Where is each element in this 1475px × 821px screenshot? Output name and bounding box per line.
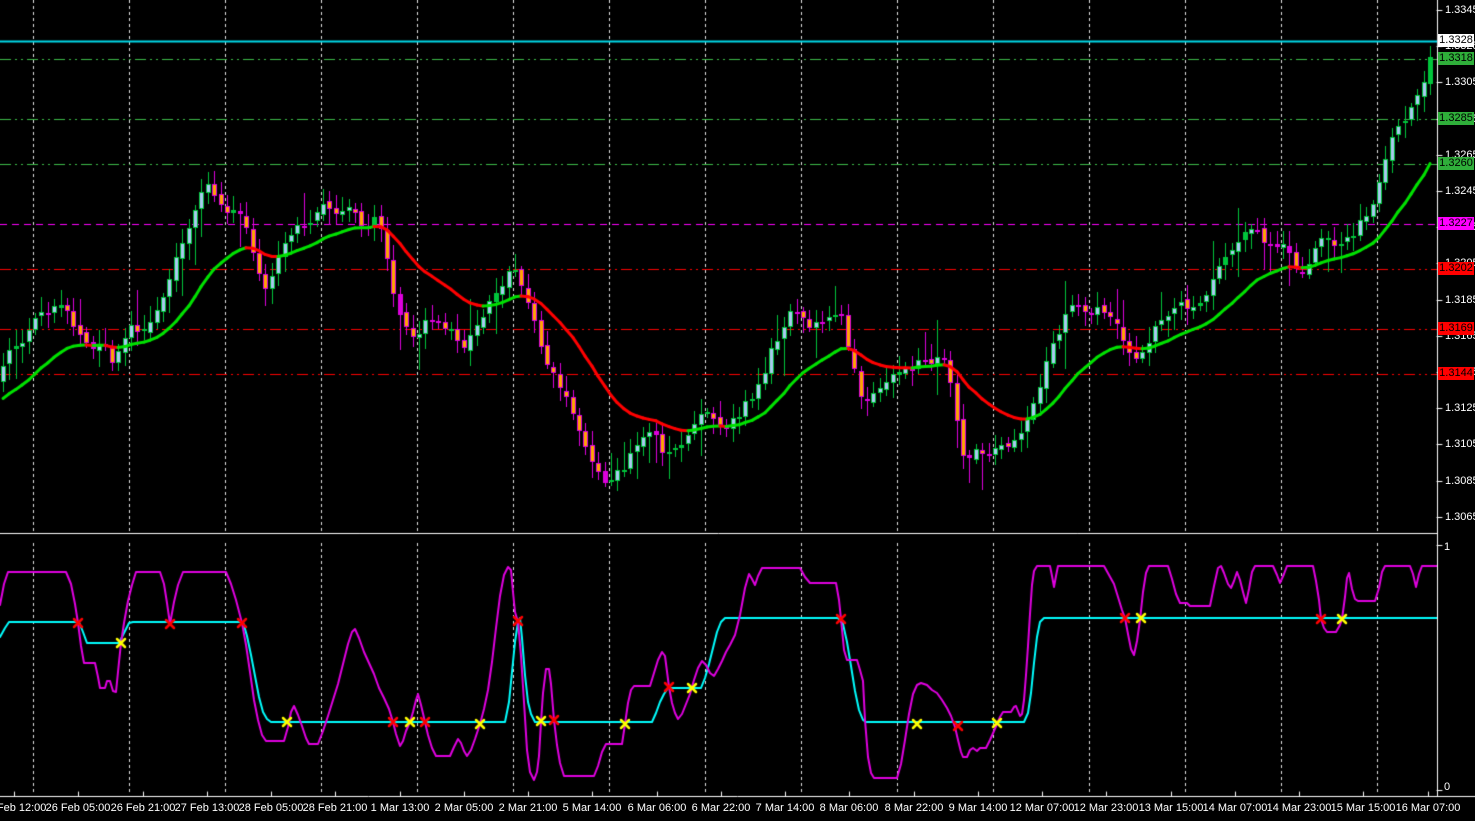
price-tick-label: 1.3105: [1445, 438, 1475, 450]
time-axis-label: 6 Mar 22:00: [691, 802, 751, 814]
time-axis-label: 2 Mar 21:00: [498, 802, 558, 814]
indicator-scale-min: 0: [1444, 781, 1451, 793]
price-tick-label: 1.3185: [1445, 294, 1475, 306]
time-axis-label: 14 Mar 23:00: [1266, 802, 1332, 814]
time-axis-label: 28 Feb 21:00: [302, 802, 368, 814]
time-axis-label: 14 Mar 07:00: [1202, 802, 1268, 814]
price-tick-label: 1.3345: [1445, 4, 1475, 16]
time-axis-label: 12 Mar 23:00: [1073, 802, 1139, 814]
price-level-badge: 1.3144: [1438, 367, 1474, 380]
time-axis-label: 8 Mar 06:00: [819, 802, 879, 814]
price-level-badge: 1.3202: [1438, 262, 1474, 275]
time-axis-label: 24 Feb 12:00: [0, 802, 47, 814]
price-level-badge: 1.3285: [1438, 112, 1474, 125]
price-tick-label: 1.3085: [1445, 475, 1475, 487]
time-axis-label: 1 Mar 13:00: [370, 802, 430, 814]
time-axis-label: 15 Mar 15:00: [1330, 802, 1396, 814]
price-tick-label: 1.3065: [1445, 511, 1475, 523]
time-axis-label: 26 Feb 05:00: [45, 802, 111, 814]
time-axis-label: 8 Mar 22:00: [884, 802, 944, 814]
time-axis-label: 9 Mar 14:00: [948, 802, 1008, 814]
price-level-badge: 1.3169: [1438, 322, 1474, 335]
indicator-scale-max: 1: [1444, 541, 1451, 553]
time-axis-label: 5 Mar 14:00: [562, 802, 622, 814]
time-axis-label: 26 Feb 21:00: [110, 802, 176, 814]
price-tick-label: 1.3305: [1445, 76, 1475, 88]
price-level-badge: 1.3260: [1438, 157, 1474, 170]
time-axis-label: 6 Mar 06:00: [627, 802, 687, 814]
price-level-badge: 1.3318: [1438, 52, 1474, 65]
time-axis-label: 28 Feb 05:00: [238, 802, 304, 814]
time-axis-label: 27 Feb 13:00: [174, 802, 240, 814]
time-axis-label: 2 Mar 05:00: [434, 802, 494, 814]
time-axis-label: 16 Mar 07:00: [1395, 802, 1461, 814]
price-tick-label: 1.3125: [1445, 402, 1475, 414]
price-tick-label: 1.3245: [1445, 185, 1475, 197]
current-price-badge: 1.3328: [1438, 34, 1474, 47]
time-axis-label: 12 Mar 07:00: [1009, 802, 1075, 814]
time-axis-label: 7 Mar 14:00: [755, 802, 815, 814]
price-level-badge: 1.3227: [1438, 217, 1474, 230]
time-axis-label: 13 Mar 15:00: [1138, 802, 1204, 814]
